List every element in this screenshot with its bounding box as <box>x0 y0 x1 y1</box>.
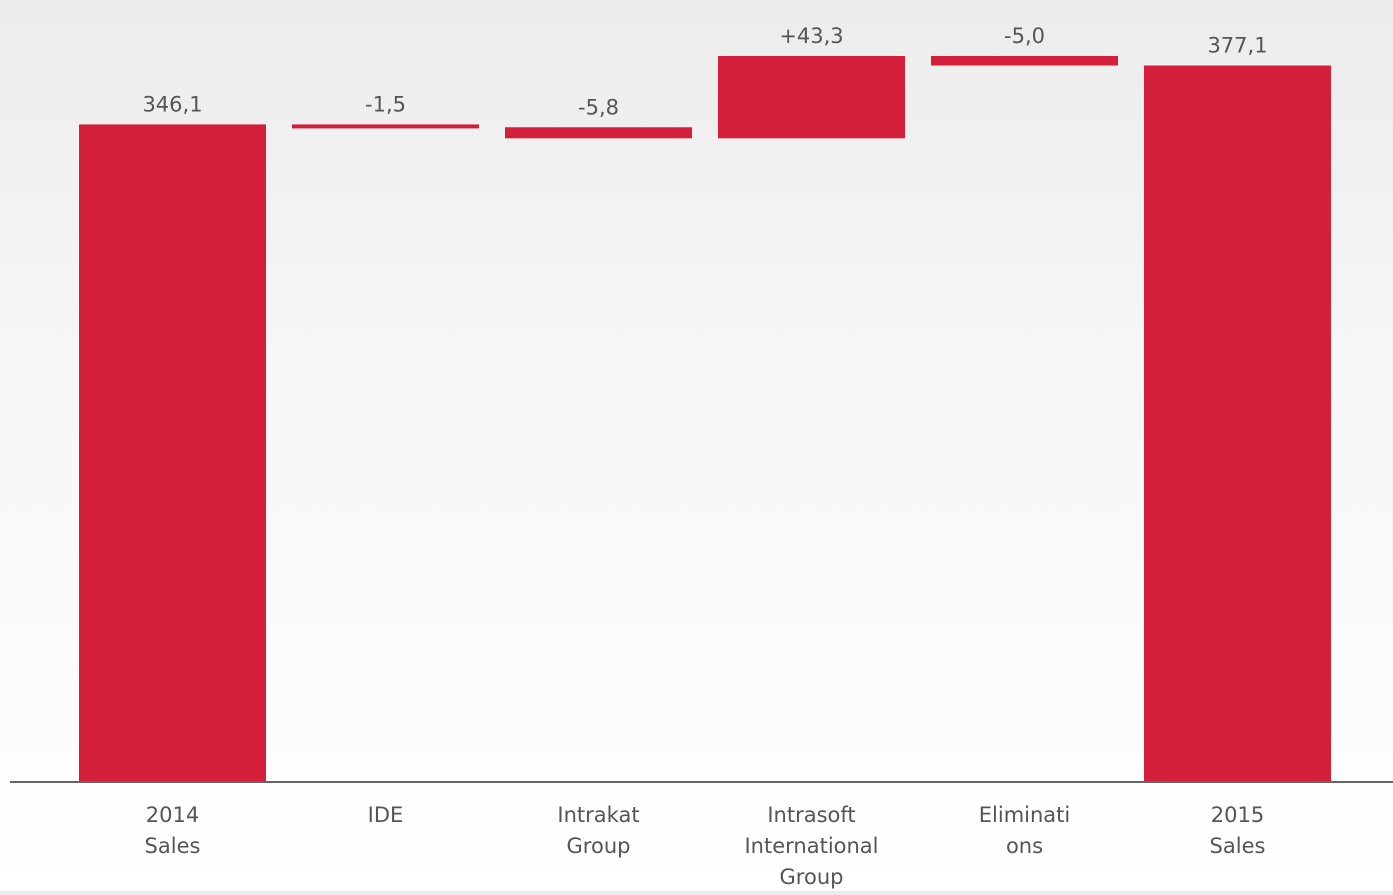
bar-3 <box>718 56 905 139</box>
bar-2 <box>505 127 692 139</box>
category-label-2-line-1: Group <box>567 834 631 858</box>
category-label-0-line-0: 2014 <box>146 803 199 827</box>
value-label-1: -1,5 <box>365 92 406 116</box>
category-label-2-line-0: Intrakat <box>557 803 639 827</box>
bar-1 <box>292 124 479 129</box>
category-label-1-line-0: IDE <box>368 803 404 827</box>
category-label-0-line-1: Sales <box>145 834 201 858</box>
category-label-4-line-1: ons <box>1006 834 1043 858</box>
category-label-3-line-1: International <box>744 834 878 858</box>
bar-0 <box>79 124 266 782</box>
value-labels-layer: 346,1 -1,5 -5,8 +43,3 -5,0 377,1 <box>142 24 1267 119</box>
value-label-3: +43,3 <box>779 24 843 48</box>
bar-4 <box>931 56 1118 66</box>
value-label-5: 377,1 <box>1207 34 1267 58</box>
value-label-0: 346,1 <box>142 92 202 116</box>
category-label-4-line-0: Eliminati <box>979 803 1070 827</box>
value-label-4: -5,0 <box>1004 24 1045 48</box>
category-label-3-line-0: Intrasoft <box>767 803 855 827</box>
category-label-5-line-1: Sales <box>1210 834 1266 858</box>
category-label-5-line-0: 2015 <box>1211 803 1264 827</box>
value-label-2: -5,8 <box>578 95 619 119</box>
category-label-3-line-2: Group <box>780 865 844 889</box>
bar-5 <box>1144 65 1331 782</box>
bars-layer <box>79 56 1331 782</box>
category-labels-layer: 2014 Sales IDE Intrakat Group Intrasoft Intern… <box>145 803 1266 889</box>
